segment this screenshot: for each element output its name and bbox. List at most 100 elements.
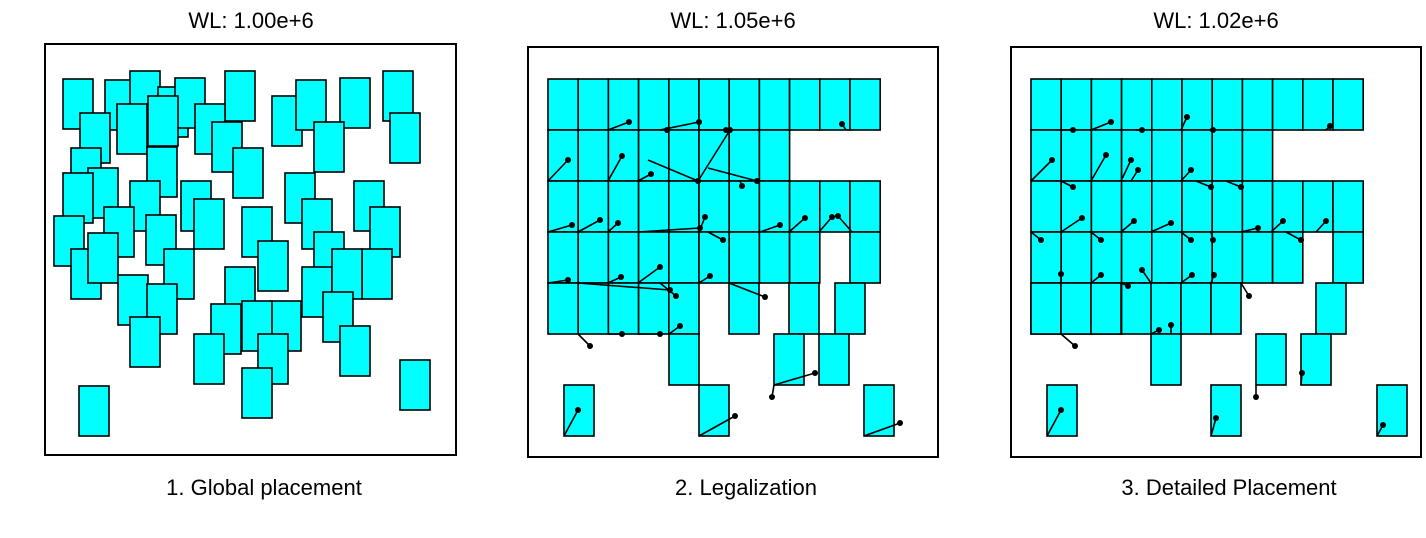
- panel-caption: 3. Detailed Placement: [1121, 475, 1337, 500]
- original-position-dot: [1098, 272, 1104, 278]
- cell-block: [1030, 231, 1063, 284]
- cell-block: [637, 180, 670, 233]
- cell-block: [758, 78, 791, 131]
- displacement-line: [863, 422, 901, 437]
- cell-block: [146, 283, 178, 335]
- cell-block: [147, 95, 179, 147]
- original-position-dot: [720, 237, 726, 243]
- original-position-dot: [1168, 322, 1174, 328]
- original-position-dot: [673, 293, 679, 299]
- displacement-line: [1046, 409, 1062, 437]
- cell-block: [577, 78, 610, 131]
- original-position-dot: [707, 273, 713, 279]
- displacement-line: [698, 415, 736, 437]
- cell-block: [607, 78, 640, 131]
- displacement-line: [547, 224, 573, 233]
- original-position-dot: [619, 153, 625, 159]
- cell-block: [1180, 282, 1212, 335]
- original-position-dot: [1246, 293, 1252, 299]
- displacement-line: [607, 121, 630, 131]
- original-position-dot: [1213, 415, 1219, 421]
- cell-block: [758, 129, 791, 182]
- cell-block: [1151, 231, 1183, 284]
- original-position-dot: [1189, 272, 1195, 278]
- original-position-dot: [1131, 218, 1137, 224]
- cell-block: [241, 367, 273, 419]
- original-position-dot: [664, 127, 670, 133]
- original-position-dot: [732, 413, 738, 419]
- cell-block: [399, 359, 431, 411]
- cell-block: [773, 333, 805, 386]
- cell-block: [1332, 78, 1365, 131]
- displacement-line: [637, 227, 701, 233]
- cell-block: [389, 112, 421, 164]
- cell-block: [1181, 180, 1214, 233]
- displacement-line: [1090, 121, 1112, 131]
- original-position-dot: [777, 222, 783, 228]
- cell-block: [818, 78, 851, 131]
- cell-block: [849, 231, 882, 284]
- original-position-dot: [1255, 225, 1261, 231]
- original-position-dot: [648, 171, 654, 177]
- cell-block: [232, 147, 264, 199]
- displacement-line: [788, 217, 806, 233]
- cell-block: [547, 282, 580, 335]
- cell-block: [1090, 78, 1123, 131]
- original-position-dot: [739, 183, 745, 189]
- cell-block: [87, 232, 119, 284]
- cell-block: [1210, 282, 1242, 335]
- cell-block: [1030, 180, 1063, 233]
- cell-block: [295, 79, 327, 131]
- original-position-dot: [657, 264, 663, 270]
- cell-block: [1211, 129, 1244, 182]
- original-position-dot: [565, 277, 571, 283]
- original-position-dot: [1298, 237, 1304, 243]
- cell-block: [668, 333, 700, 386]
- original-position-dot: [1253, 394, 1259, 400]
- cell-block: [667, 231, 700, 284]
- cell-block: [1332, 231, 1365, 284]
- cell-block: [1090, 231, 1123, 284]
- original-position-dot: [619, 331, 625, 337]
- cell-block: [1090, 282, 1122, 335]
- cell-block: [758, 180, 791, 233]
- cell-block: [577, 282, 610, 335]
- cell-block: [667, 129, 700, 182]
- original-position-dot: [1184, 114, 1190, 120]
- wirelength-label: WL: 1.05e+6: [670, 8, 796, 33]
- displacement-line: [647, 159, 699, 182]
- original-position-dot: [1380, 422, 1386, 428]
- displacement-line: [1060, 217, 1083, 233]
- displacement-line: [547, 279, 569, 284]
- wirelength-label: WL: 1.00e+6: [188, 8, 314, 33]
- displacement-line: [837, 215, 853, 233]
- cell-block: [1060, 282, 1092, 335]
- displacement-line: [607, 155, 623, 182]
- original-position-dot: [1058, 271, 1064, 277]
- original-position-dot: [727, 127, 733, 133]
- original-position-dot: [754, 178, 760, 184]
- original-position-dot: [657, 331, 663, 337]
- cell-block: [849, 78, 882, 131]
- cell-block: [728, 231, 761, 284]
- cell-block: [547, 231, 580, 284]
- original-position-dot: [1038, 237, 1044, 243]
- cell-block: [339, 325, 371, 377]
- cell-block: [1120, 180, 1153, 233]
- cell-block: [1151, 129, 1183, 182]
- cell-block: [1271, 78, 1304, 131]
- cell-block: [1030, 78, 1063, 131]
- cell-block: [547, 129, 580, 182]
- original-position-dot: [1103, 152, 1109, 158]
- displacement-line: [1090, 154, 1107, 182]
- displacement-line: [1210, 417, 1217, 437]
- cell-block: [758, 231, 791, 284]
- cell-block: [1090, 180, 1123, 233]
- cell-block: [698, 180, 731, 233]
- cell-block: [667, 180, 700, 233]
- displacement-line: [577, 282, 671, 291]
- cell-block: [1120, 78, 1153, 131]
- original-position-dot: [1125, 283, 1131, 289]
- cell-block: [361, 248, 393, 300]
